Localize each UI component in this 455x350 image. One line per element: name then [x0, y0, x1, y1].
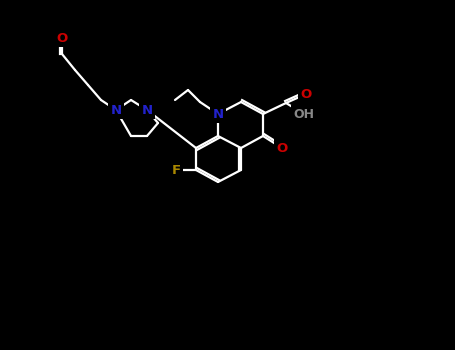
Text: N: N	[212, 107, 223, 120]
Text: F: F	[172, 163, 181, 176]
Text: O: O	[276, 141, 288, 154]
Text: O: O	[300, 88, 312, 100]
Text: OH: OH	[293, 107, 314, 120]
Text: N: N	[111, 104, 121, 117]
Text: N: N	[142, 104, 152, 117]
Text: O: O	[56, 32, 68, 44]
